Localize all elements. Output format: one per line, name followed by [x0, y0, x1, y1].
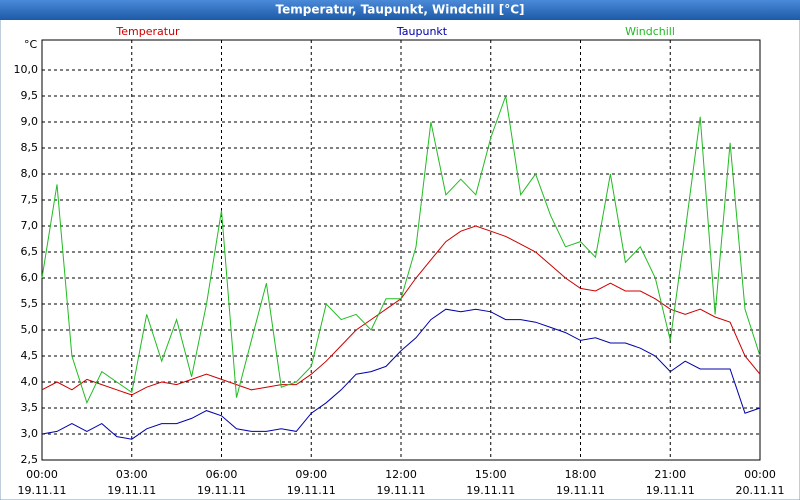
x-tick-date: 19.11.11 — [466, 484, 515, 497]
series-line — [41, 308, 761, 440]
x-tick-date: 19.11.11 — [556, 484, 605, 497]
x-tick-label: 12:00 — [385, 468, 417, 481]
y-tick-label: 4,5 — [21, 349, 39, 362]
x-tick-date: 19.11.11 — [18, 484, 67, 497]
y-tick-label: 8,0 — [21, 167, 39, 180]
x-tick-date: 19.11.11 — [107, 484, 156, 497]
legend-entry: Taupunkt — [396, 25, 448, 38]
chart-title: Temperatur, Taupunkt, Windchill [°C] — [276, 3, 525, 17]
x-tick-label: 06:00 — [206, 468, 238, 481]
x-tick-label: 00:00 — [744, 468, 776, 481]
y-tick-label: 5,0 — [21, 323, 39, 336]
y-tick-label: 7,5 — [21, 193, 39, 206]
x-tick-date: 19.11.11 — [377, 484, 426, 497]
y-tick-label: 9,0 — [21, 115, 39, 128]
legend-entry: Temperatur — [115, 25, 180, 38]
y-tick-label: 6,5 — [21, 245, 39, 258]
x-tick-label: 09:00 — [295, 468, 327, 481]
series-line — [41, 95, 761, 405]
y-tick-label: 7,0 — [21, 219, 39, 232]
x-tick-date: 20.11.11 — [736, 484, 785, 497]
y-tick-label: 6,0 — [21, 271, 39, 284]
title-bar — [0, 0, 800, 20]
x-tick-label: 00:00 — [26, 468, 58, 481]
x-tick-label: 03:00 — [116, 468, 148, 481]
y-unit: °C — [24, 38, 38, 51]
y-tick-label: 8,5 — [21, 141, 39, 154]
y-tick-label: 5,5 — [21, 297, 39, 310]
y-tick-label: 2,5 — [21, 453, 39, 466]
x-tick-date: 19.11.11 — [287, 484, 336, 497]
legend-entry: Windchill — [625, 25, 675, 38]
y-tick-label: 9,5 — [21, 89, 39, 102]
x-tick-label: 21:00 — [654, 468, 686, 481]
x-tick-date: 19.11.11 — [646, 484, 695, 497]
x-tick-label: 15:00 — [475, 468, 507, 481]
y-tick-label: 4,0 — [21, 375, 39, 388]
y-tick-label: 3,0 — [21, 427, 39, 440]
x-tick-date: 19.11.11 — [197, 484, 246, 497]
y-tick-label: 10,0 — [14, 63, 39, 76]
x-tick-label: 18:00 — [565, 468, 597, 481]
y-tick-label: 3,5 — [21, 401, 39, 414]
